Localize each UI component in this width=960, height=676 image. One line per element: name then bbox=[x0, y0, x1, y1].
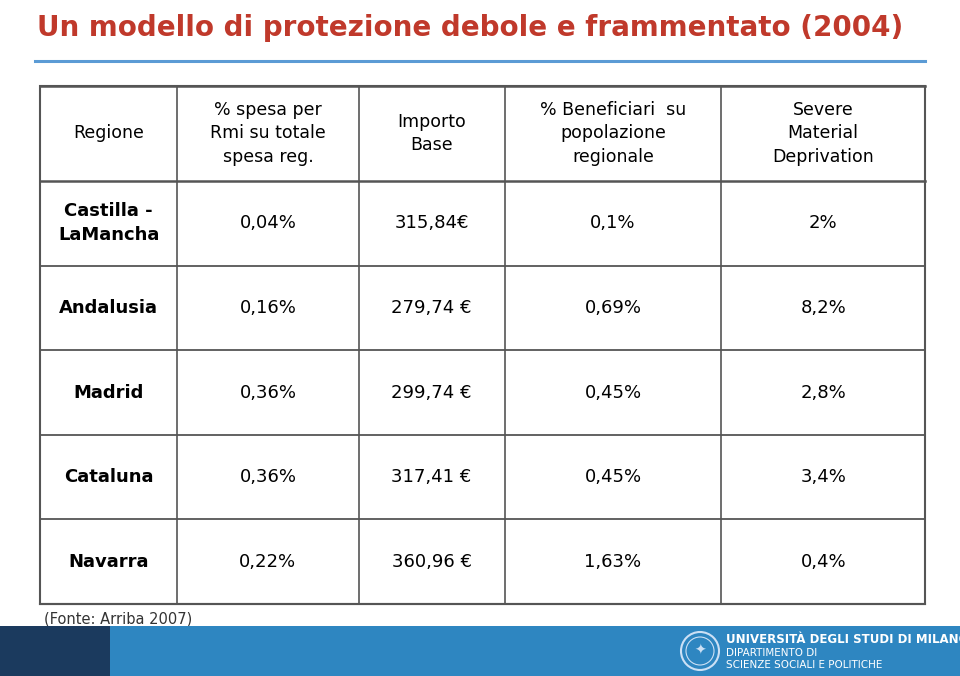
Text: 0,69%: 0,69% bbox=[585, 299, 641, 317]
Text: DIPARTIMENTO DI: DIPARTIMENTO DI bbox=[726, 648, 817, 658]
Text: 0,22%: 0,22% bbox=[239, 553, 297, 571]
Text: 315,84€: 315,84€ bbox=[395, 214, 468, 233]
Text: 0,1%: 0,1% bbox=[590, 214, 636, 233]
Text: UNIVERSITÀ DEGLI STUDI DI MILANO: UNIVERSITÀ DEGLI STUDI DI MILANO bbox=[726, 633, 960, 646]
Text: Castilla -
LaMancha: Castilla - LaMancha bbox=[58, 203, 159, 244]
Text: Regione: Regione bbox=[73, 124, 144, 143]
Text: Madrid: Madrid bbox=[73, 383, 144, 402]
Text: Andalusia: Andalusia bbox=[60, 299, 158, 317]
Text: 2%: 2% bbox=[809, 214, 837, 233]
Text: Importo
Base: Importo Base bbox=[397, 113, 466, 154]
Text: Severe
Material
Deprivation: Severe Material Deprivation bbox=[773, 101, 875, 166]
Text: 0,36%: 0,36% bbox=[239, 383, 297, 402]
Text: Navarra: Navarra bbox=[68, 553, 149, 571]
Text: 3,4%: 3,4% bbox=[801, 468, 846, 486]
Text: 360,96 €: 360,96 € bbox=[392, 553, 471, 571]
Text: Cataluna: Cataluna bbox=[63, 468, 154, 486]
Text: 0,36%: 0,36% bbox=[239, 468, 297, 486]
Text: 0,45%: 0,45% bbox=[585, 383, 641, 402]
Text: 0,04%: 0,04% bbox=[239, 214, 297, 233]
Text: ✦: ✦ bbox=[694, 644, 706, 658]
Text: Un modello di protezione debole e frammentato (2004): Un modello di protezione debole e framme… bbox=[36, 14, 903, 42]
Text: 2,8%: 2,8% bbox=[801, 383, 846, 402]
Bar bbox=[110, 626, 960, 676]
Text: 299,74 €: 299,74 € bbox=[392, 383, 472, 402]
Text: % Beneficiari  su
popolazione
regionale: % Beneficiari su popolazione regionale bbox=[540, 101, 686, 166]
Text: SCIENZE SOCIALI E POLITICHE: SCIENZE SOCIALI E POLITICHE bbox=[726, 660, 882, 670]
Bar bbox=[40, 86, 925, 604]
Bar bbox=[0, 626, 110, 676]
Text: 317,41 €: 317,41 € bbox=[392, 468, 471, 486]
Text: 0,4%: 0,4% bbox=[801, 553, 846, 571]
Text: 8,2%: 8,2% bbox=[801, 299, 846, 317]
Text: 1,63%: 1,63% bbox=[585, 553, 641, 571]
Text: 0,45%: 0,45% bbox=[585, 468, 641, 486]
Text: 279,74 €: 279,74 € bbox=[392, 299, 472, 317]
Text: % spesa per
Rmi su totale
spesa reg.: % spesa per Rmi su totale spesa reg. bbox=[210, 101, 325, 166]
Text: (Fonte: Arriba 2007): (Fonte: Arriba 2007) bbox=[44, 612, 192, 627]
Text: 0,16%: 0,16% bbox=[239, 299, 297, 317]
